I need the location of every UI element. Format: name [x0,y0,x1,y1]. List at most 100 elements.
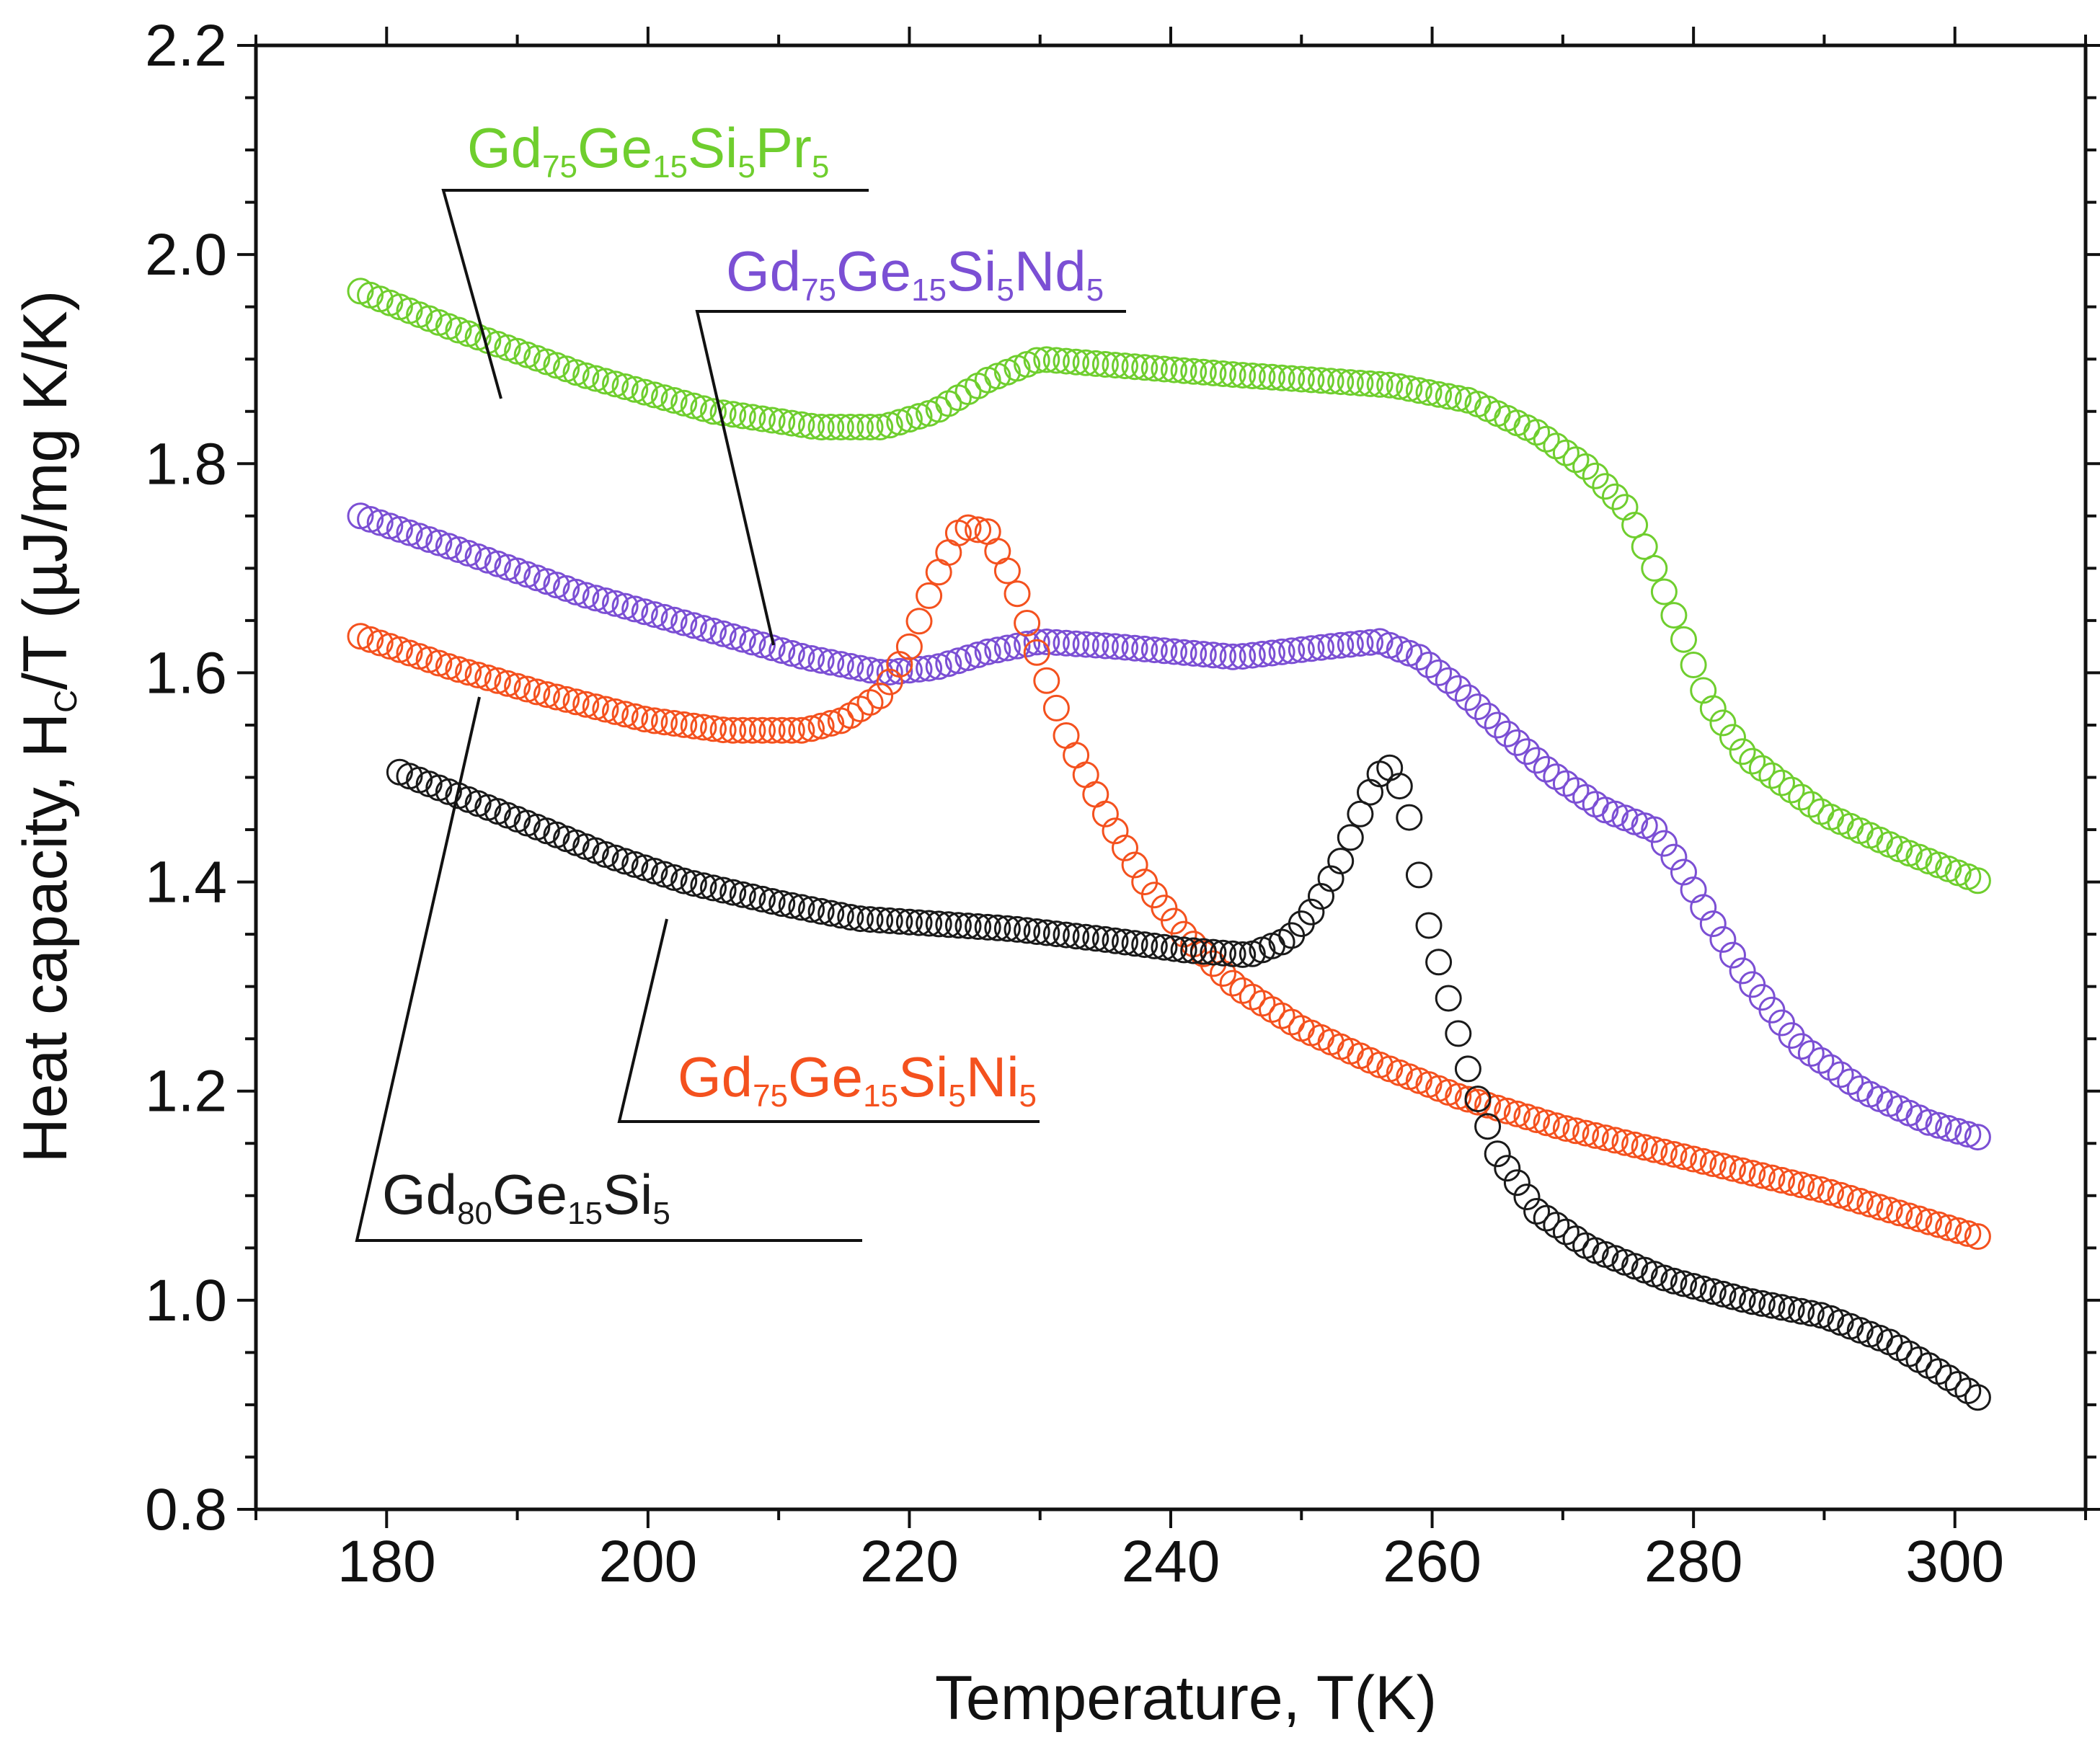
data-point [1347,370,1374,396]
data-point [1719,1155,1746,1182]
data-point [1386,773,1413,800]
data-point [1572,453,1600,480]
data-point [1170,357,1197,384]
data-point [670,389,698,417]
data-point [651,709,678,736]
data-point [1807,1176,1835,1203]
label-subscript: 15 [863,1078,898,1114]
data-point [1063,630,1090,657]
data-point [1454,684,1481,711]
data-point [768,637,796,665]
data-point [1200,359,1227,386]
series-Gd75Ge15Si5Ni5 [347,514,1991,1250]
data-point [602,698,629,725]
label-element: Ge [577,116,652,179]
data-point [719,623,747,650]
data-point [582,585,609,612]
data-point [1739,1160,1766,1187]
data-point [954,644,982,672]
data-point [1170,936,1197,964]
data-point [1856,1191,1884,1218]
data-point [690,872,717,900]
data-point [1082,925,1109,952]
data-point [867,683,894,709]
data-point [1543,432,1570,460]
data-point [1797,1040,1825,1067]
data-point [1219,969,1246,997]
data-point [1523,1198,1551,1225]
data-point [984,636,1011,664]
data-point [1308,634,1334,661]
data-point [1670,858,1697,886]
label-subscript: 5 [812,149,829,185]
data-point [1091,800,1119,827]
data-point [1935,1214,1962,1241]
data-point [1533,755,1560,783]
data-point [1053,347,1080,375]
data-point [778,892,805,919]
data-point [1895,1202,1923,1230]
data-point [1631,1134,1658,1161]
data-point [1886,1199,1913,1227]
data-point [954,514,982,541]
data-point [1807,1047,1835,1074]
data-point [1494,720,1521,747]
data-point [543,683,570,711]
data-point [1503,729,1530,756]
data-point [1131,635,1158,662]
data-point [1748,1162,1776,1189]
data-point [1670,1270,1697,1297]
data-point [1611,1129,1639,1156]
data-point [798,896,825,923]
data-point [1680,876,1707,903]
data-point [1082,631,1109,659]
data-point [504,673,531,700]
data-point [916,582,943,609]
data-point [1337,631,1364,658]
data-point [660,387,688,414]
data-point [1249,641,1276,667]
data-point [651,384,678,412]
data-point [1758,762,1786,789]
data-point [1180,639,1208,667]
data-point [572,691,600,718]
data-point [1729,957,1756,985]
data-point [876,668,903,696]
x-tick-label: 260 [1383,1529,1481,1594]
data-point [690,615,717,642]
label-element: Si [688,116,737,179]
data-point [974,913,1001,941]
data-point [1298,635,1325,662]
data-point [1964,1223,1991,1250]
data-point [1337,824,1364,851]
data-point [768,408,796,435]
data-point [1004,580,1031,608]
data-point [758,407,786,434]
data-point [1151,895,1178,922]
data-point [1210,360,1236,387]
label-subscript: 15 [652,149,688,185]
label-element: Nd [1014,239,1086,303]
data-point [1503,1169,1530,1197]
data-point [1112,352,1138,380]
label-subscript: 75 [753,1078,788,1114]
label-element: Si [947,239,996,303]
y-tick-label: 1.8 [145,431,227,497]
data-point [1464,1086,1492,1113]
data-point [1778,776,1805,804]
label-element: Si [603,1163,652,1226]
data-point [670,867,698,895]
data-point [1915,1109,1942,1136]
data-point [631,598,658,626]
data-point [1631,533,1658,560]
data-point [1817,1054,1844,1081]
data-point [592,696,619,723]
data-point [1189,641,1217,668]
data-point [867,907,894,933]
data-point [1435,383,1462,410]
data-point [1572,1119,1600,1147]
data-point [1033,629,1060,655]
data-point [1327,848,1355,875]
data-point [886,907,913,935]
data-point [1023,639,1050,666]
